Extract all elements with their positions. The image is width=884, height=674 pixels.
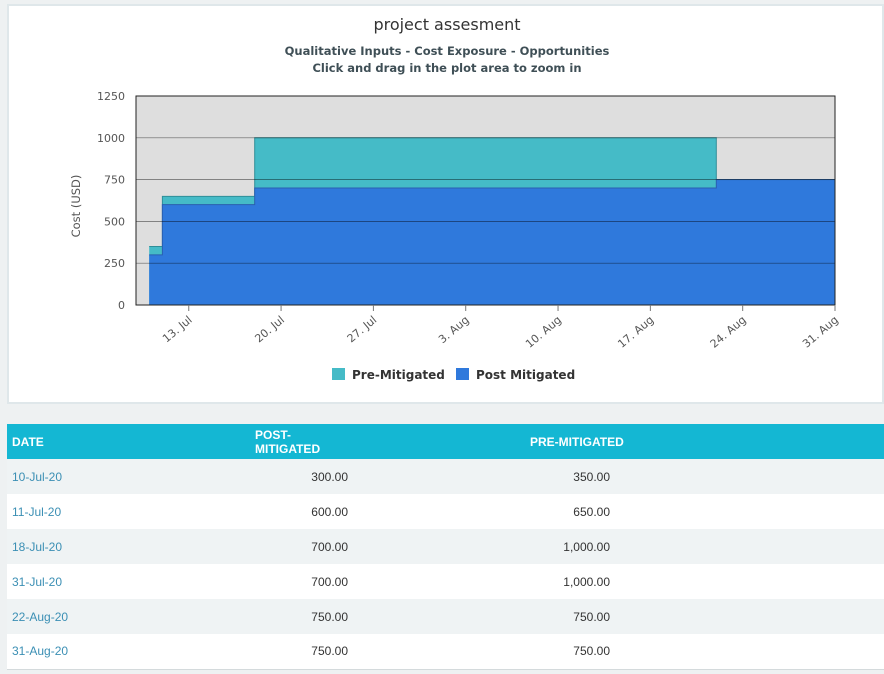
x-tick-label: 20. Jul (252, 313, 287, 345)
data-table: DATE POST-MITIGATED PRE-MITIGATED 10-Jul… (7, 424, 884, 670)
date-link[interactable]: 31-Aug-20 (12, 644, 69, 659)
empty-cell (610, 599, 884, 634)
chart-subtitle-line-2: Click and drag in the plot area to zoom … (312, 61, 581, 75)
legend-swatch-pre-mitigated[interactable] (332, 368, 345, 380)
post-mitigated-cell: 600.00 (311, 504, 348, 519)
column-header-pre-mitigated[interactable]: PRE-MITIGATED (530, 434, 624, 449)
date-link[interactable]: 18-Jul-20 (12, 539, 63, 554)
post-mitigated-cell: 750.00 (311, 644, 348, 659)
legend-label-pre-mitigated[interactable]: Pre-Mitigated (352, 368, 445, 382)
table-row: 31-Jul-20 700.00 1,000.00 (7, 564, 884, 599)
table-header-row: DATE POST-MITIGATED PRE-MITIGATED (7, 424, 884, 459)
series-area-post-mitigated (149, 179, 836, 305)
pre-mitigated-cell: 350.00 (573, 469, 610, 484)
x-tick-label: 17. Aug (615, 313, 656, 350)
empty-cell (610, 494, 884, 529)
legend: Pre-Mitigated Post Mitigated (332, 368, 575, 382)
legend-swatch-post-mitigated[interactable] (456, 368, 469, 380)
x-tick-label: 10. Aug (523, 313, 564, 350)
chart-svg[interactable]: project assesment Qualitative Inputs - C… (9, 6, 884, 406)
series-line-post-mitigated (149, 179, 835, 256)
post-mitigated-cell: 300.00 (311, 469, 348, 484)
y-tick-label: 1250 (97, 90, 125, 103)
empty-cell (610, 564, 884, 599)
post-mitigated-cell: 750.00 (311, 609, 348, 624)
date-link[interactable]: 22-Aug-20 (12, 609, 69, 624)
chart-title: project assesment (373, 15, 520, 34)
y-tick-label: 0 (118, 299, 125, 312)
table-row: 22-Aug-20 750.00 750.00 (7, 599, 884, 634)
x-tick-label: 27. Jul (345, 313, 380, 345)
y-tick-label: 250 (104, 257, 125, 270)
post-mitigated-cell: 700.00 (311, 574, 348, 589)
table-row: 31-Aug-20 750.00 750.00 (7, 634, 884, 669)
y-tick-label: 1000 (97, 132, 125, 145)
y-tick-label: 750 (104, 174, 125, 187)
chart-subtitle-line-1: Qualitative Inputs - Cost Exposure - Opp… (285, 44, 610, 58)
pre-mitigated-cell: 750.00 (573, 609, 610, 624)
chart-panel[interactable]: project assesment Qualitative Inputs - C… (7, 4, 884, 404)
post-mitigated-cell: 700.00 (311, 539, 348, 554)
pre-mitigated-cell: 750.00 (573, 644, 610, 659)
y-axis-label: Cost (USD) (69, 175, 83, 238)
plot-border (135, 95, 836, 306)
x-tick-label: 31. Aug (800, 313, 841, 350)
pre-mitigated-cell: 1,000.00 (563, 574, 610, 589)
empty-cell (610, 529, 884, 564)
date-link[interactable]: 11-Jul-20 (12, 504, 62, 519)
legend-label-post-mitigated[interactable]: Post Mitigated (476, 368, 575, 382)
date-link[interactable]: 31-Jul-20 (12, 574, 63, 589)
x-tick-label: 13. Jul (160, 313, 195, 345)
table-row: 10-Jul-20 300.00 350.00 (7, 459, 884, 494)
empty-cell (610, 634, 884, 669)
pre-mitigated-cell: 650.00 (573, 504, 610, 519)
column-header-post-mitigated[interactable]: POST-MITIGATED (255, 427, 321, 456)
pre-mitigated-cell: 1,000.00 (563, 539, 610, 554)
x-tick-label: 24. Aug (708, 313, 749, 350)
table-row: 11-Jul-20 600.00 650.00 (7, 494, 884, 529)
column-header-date[interactable]: DATE (12, 434, 44, 449)
y-tick-label: 500 (104, 215, 125, 228)
x-tick-label: 3. Aug (436, 313, 472, 346)
plot-area[interactable]: 0 250 500 750 1000 1250 13. Jul 20. Jul 27. Jul 3… (97, 90, 841, 351)
table-row: 18-Jul-20 700.00 1,000.00 (7, 529, 884, 564)
date-link[interactable]: 10-Jul-20 (12, 469, 63, 484)
empty-cell (610, 459, 884, 494)
